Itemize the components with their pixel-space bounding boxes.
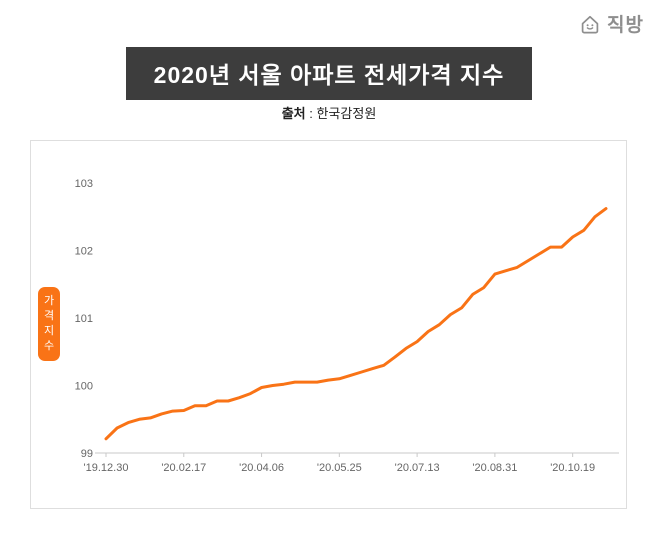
source-label: 출처	[281, 106, 306, 121]
y-tick-label: 99	[81, 448, 93, 460]
x-tick-label: '20.02.17	[161, 462, 206, 474]
line-chart: 99 100 101 102 103 '19.12.30 '20.02.17 '20.04.0…	[75, 178, 619, 474]
page-title: 2020년 서울 아파트 전세가격 지수	[125, 47, 533, 100]
source-line: 출처 : 한국감정원	[0, 103, 658, 122]
y-tick-label: 102	[75, 246, 93, 258]
y-tick-label: 101	[75, 313, 93, 325]
y-tick-label: 100	[75, 381, 93, 393]
title-wrap: 2020년 서울 아파트 전세가격 지수	[0, 47, 658, 100]
x-tick-label: '20.04.06	[239, 462, 284, 474]
x-tick-label: '20.05.25	[317, 462, 362, 474]
zigbang-house-icon	[581, 15, 599, 33]
price-index-line	[104, 207, 608, 441]
source-value: : 한국감정원	[305, 106, 377, 121]
y-tick-label: 103	[75, 178, 93, 190]
x-tick-label: '20.07.13	[395, 462, 440, 474]
x-tick-label: '19.12.30	[84, 462, 129, 474]
x-tick-label: '20.10.19	[550, 462, 595, 474]
y-axis-label-badge: 가격지수	[38, 287, 60, 361]
y-axis-label: 가격지수	[43, 295, 55, 352]
x-tick-label: '20.08.31	[472, 462, 517, 474]
zigbang-logo-text: 직방	[607, 15, 644, 36]
zigbang-logo: 직방	[578, 10, 644, 37]
chart-container: 99 100 101 102 103 '19.12.30 '20.02.17 '20.04.0…	[30, 140, 627, 509]
